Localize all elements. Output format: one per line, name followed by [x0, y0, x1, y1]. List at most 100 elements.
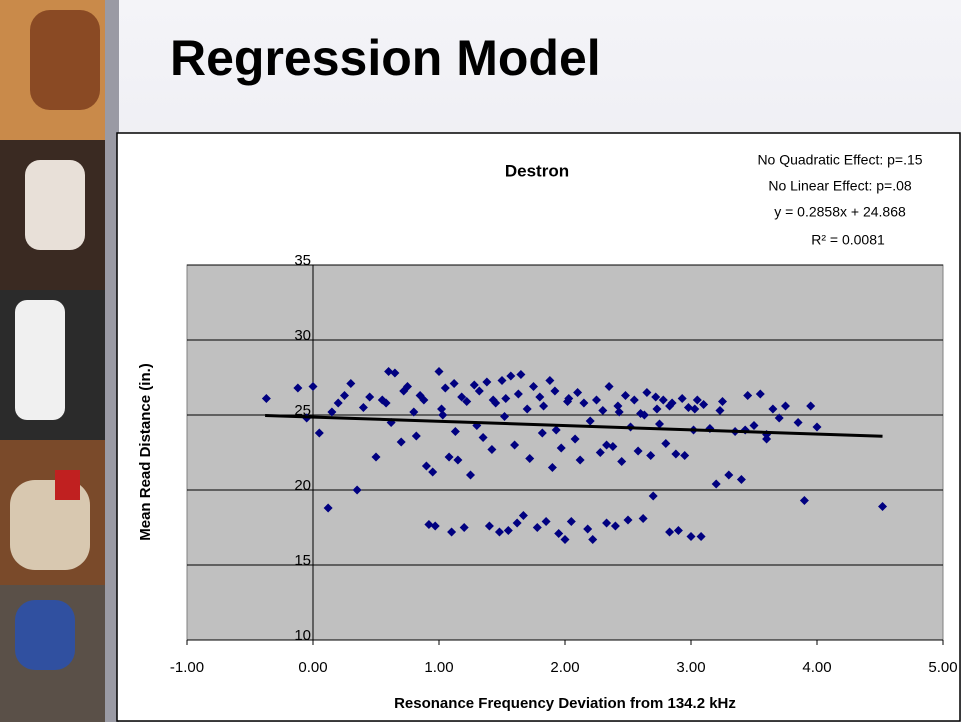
point: [665, 527, 675, 537]
point: [308, 382, 318, 391]
point: [474, 386, 484, 396]
point: [293, 383, 303, 393]
point: [629, 395, 639, 405]
annotation: No Linear Effect: p=.08: [768, 178, 912, 194]
point: [623, 515, 633, 525]
point: [333, 398, 343, 408]
point: [537, 428, 547, 438]
point: [799, 496, 809, 505]
point: [551, 425, 561, 435]
point: [409, 407, 419, 417]
point: [556, 443, 566, 453]
point: [358, 403, 368, 412]
point: [453, 455, 463, 465]
point: [692, 395, 702, 405]
point: [501, 394, 511, 403]
point: [510, 440, 520, 450]
annotation: No Quadratic Effect: p=.15: [757, 152, 922, 168]
point: [434, 367, 444, 376]
point: [525, 454, 535, 463]
point: [755, 389, 765, 399]
point: [617, 457, 627, 466]
x-tick-label: -1.00: [170, 659, 204, 676]
point: [686, 532, 696, 541]
point: [539, 401, 549, 411]
point: [500, 412, 510, 421]
point: [513, 389, 523, 399]
point: [484, 521, 494, 531]
point: [743, 391, 753, 400]
point: [793, 418, 803, 427]
point: [459, 523, 469, 532]
trendline: [265, 413, 883, 438]
y-tick-label: 20: [294, 477, 311, 494]
point: [384, 367, 394, 376]
point: [604, 382, 614, 391]
point: [592, 395, 601, 405]
point: [633, 446, 643, 456]
point: [613, 401, 623, 411]
point: [457, 392, 467, 402]
y-tick-label: 10: [294, 627, 311, 644]
point: [690, 404, 700, 414]
x-tick-label: 0.00: [298, 659, 327, 676]
point: [724, 470, 734, 480]
point: [462, 397, 472, 406]
x-axis-label: Resonance Frequency Deviation from 134.2…: [394, 695, 736, 712]
point: [403, 382, 412, 391]
x-tick-label: 4.00: [802, 659, 831, 676]
photo-strip: [0, 0, 119, 722]
y-axis-label: Mean Read Distance (in.): [137, 363, 154, 541]
plot-area: [186, 264, 944, 641]
point: [487, 445, 497, 454]
point: [529, 382, 538, 391]
y-tick-label: 15: [294, 552, 311, 569]
point: [522, 404, 532, 414]
point: [585, 416, 595, 426]
point: [655, 419, 664, 429]
point: [449, 379, 459, 388]
point: [610, 521, 620, 531]
point: [715, 406, 725, 415]
point: [665, 401, 675, 411]
point: [327, 407, 337, 417]
point: [642, 388, 652, 397]
point: [438, 410, 448, 420]
point: [547, 463, 557, 472]
point: [444, 452, 454, 462]
point: [564, 394, 574, 403]
point: [550, 386, 560, 396]
point: [340, 391, 349, 400]
point: [390, 368, 400, 378]
point: [673, 526, 683, 535]
point: [381, 398, 391, 408]
point: [424, 520, 434, 529]
point: [651, 392, 661, 402]
point: [598, 406, 608, 415]
point: [652, 404, 662, 414]
point: [661, 439, 671, 448]
point: [812, 422, 822, 432]
point: [494, 527, 504, 537]
point: [602, 440, 612, 450]
point: [541, 517, 551, 526]
y-tick-label: 30: [294, 327, 311, 344]
point: [535, 392, 545, 402]
point: [516, 370, 526, 379]
point: [469, 380, 479, 390]
point: [352, 485, 362, 495]
point: [323, 503, 333, 513]
point: [588, 535, 598, 544]
point: [261, 394, 271, 403]
point: [583, 524, 593, 534]
point: [718, 397, 727, 406]
point: [711, 479, 721, 489]
point: [554, 529, 564, 538]
point: [620, 391, 630, 400]
point: [736, 475, 746, 484]
point: [518, 511, 528, 520]
point: [683, 403, 693, 412]
point: [570, 434, 580, 444]
